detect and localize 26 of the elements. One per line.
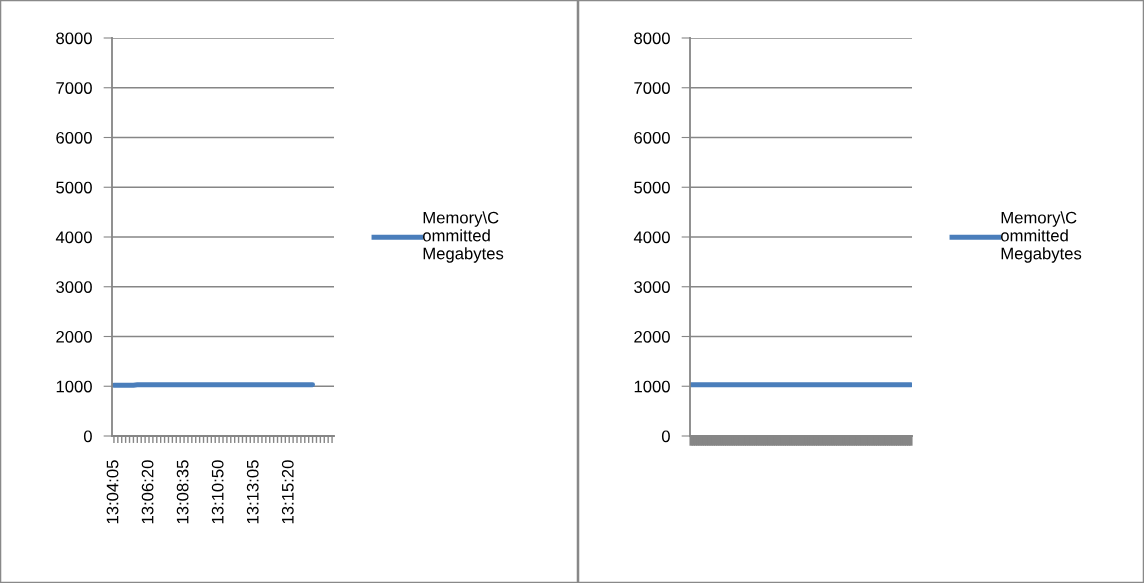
x-tick-label: 13:04:05 xyxy=(106,460,119,524)
y-tick-label: 2000 xyxy=(634,330,670,343)
y-tick-label: 8000 xyxy=(56,32,92,45)
y-tick-label: 7000 xyxy=(634,82,670,94)
y-tick-label: 3000 xyxy=(56,281,92,293)
y-tick-label: 5000 xyxy=(634,181,670,194)
x-tick-label: 13:08:35 xyxy=(176,460,189,524)
legend-label: Memory\C ommitted Megabytes xyxy=(1001,211,1082,263)
y-tick-label: 6000 xyxy=(634,131,670,144)
y-tick-label: 0 xyxy=(83,430,92,443)
y-tick-label: 4000 xyxy=(55,231,92,244)
legend-label: Memory\C ommitted Megabytes xyxy=(423,211,504,263)
y-tick-label: 3000 xyxy=(634,281,670,293)
y-tick-label: 8000 xyxy=(634,32,670,45)
y-tick-label: 4000 xyxy=(633,231,670,244)
x-tick-label: 13:13:05 xyxy=(246,460,259,524)
y-tick-label: 1000 xyxy=(634,380,670,393)
y-tick-label: 5000 xyxy=(56,181,92,194)
y-tick-label: 0 xyxy=(661,430,670,443)
y-tick-label: 6000 xyxy=(56,131,92,144)
x-tick-label: 13:06:20 xyxy=(141,460,154,524)
y-tick-label: 1000 xyxy=(56,380,92,393)
x-tick-label: 13:15:20 xyxy=(281,460,294,524)
y-tick-label: 7000 xyxy=(56,82,92,94)
x-tick-label: 13:10:50 xyxy=(211,460,224,524)
y-tick-label: 2000 xyxy=(56,330,92,343)
